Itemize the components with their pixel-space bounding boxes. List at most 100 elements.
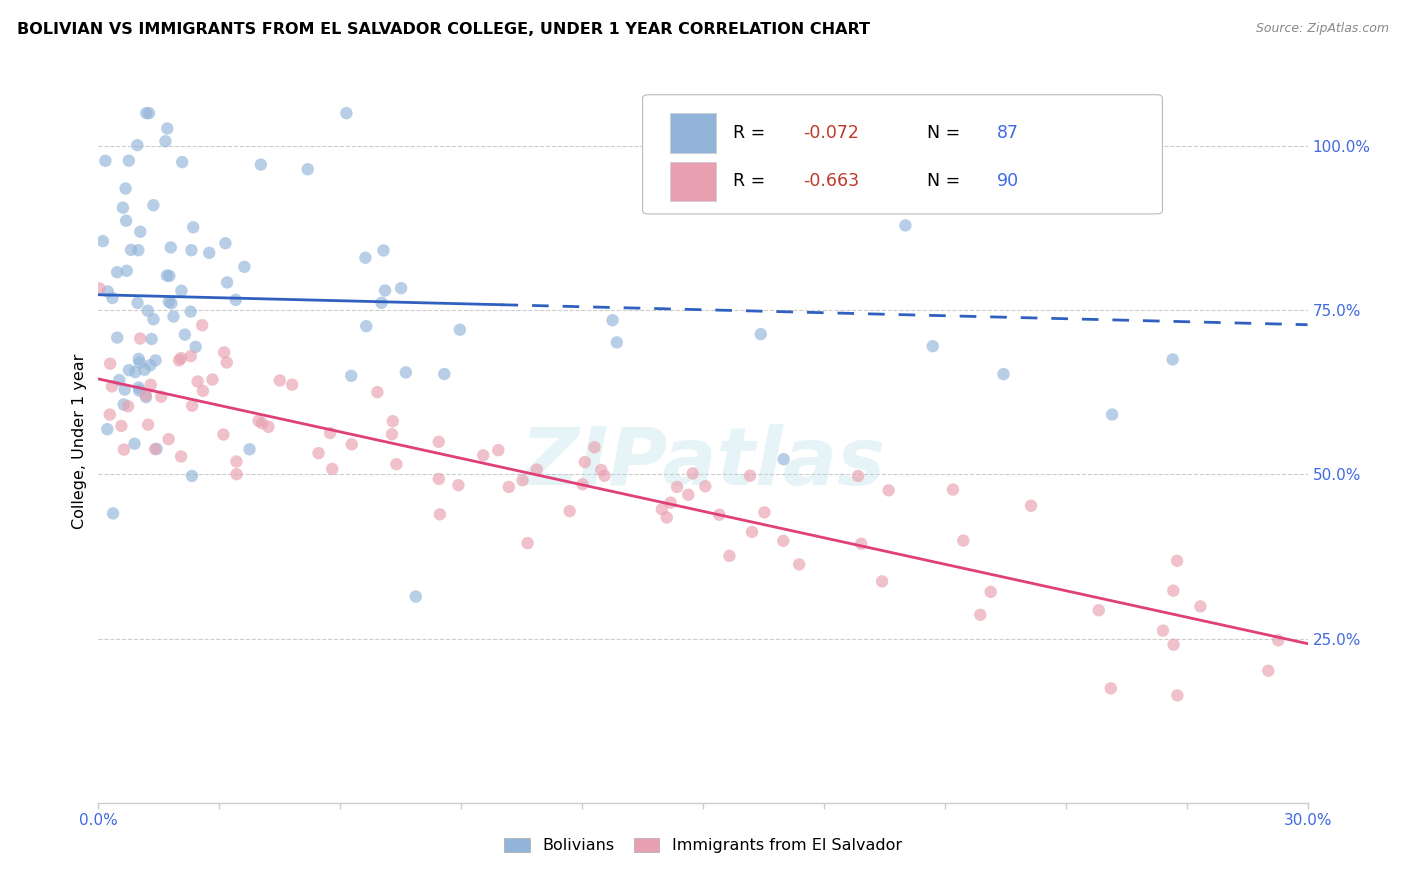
- Point: [370, 295, 392, 310]
- Point: [114, 181, 136, 195]
- Point: [167, 353, 190, 368]
- Point: [181, 399, 204, 413]
- Point: [993, 367, 1015, 381]
- Point: [1166, 554, 1188, 568]
- Point: [155, 134, 177, 148]
- Point: [1163, 638, 1185, 652]
- Point: [157, 268, 180, 283]
- Point: [870, 574, 893, 589]
- Point: [308, 446, 330, 460]
- Point: [98, 408, 121, 422]
- Point: [695, 479, 717, 493]
- Point: [366, 385, 388, 400]
- Point: [718, 549, 741, 563]
- Point: [247, 414, 270, 428]
- Point: [655, 510, 678, 524]
- Point: [447, 478, 470, 492]
- Point: [94, 153, 117, 168]
- Point: [1152, 624, 1174, 638]
- Point: [96, 422, 118, 436]
- Point: [741, 524, 763, 539]
- Point: [162, 310, 184, 324]
- Text: 87: 87: [997, 124, 1019, 142]
- Point: [233, 260, 256, 274]
- Text: R =: R =: [734, 124, 770, 142]
- Point: [433, 367, 456, 381]
- Bar: [671, 113, 716, 153]
- Point: [666, 480, 689, 494]
- Point: [159, 240, 181, 254]
- Point: [651, 502, 673, 516]
- Point: [139, 377, 162, 392]
- Point: [134, 363, 156, 377]
- Point: [1189, 599, 1212, 614]
- Point: [139, 358, 162, 372]
- Point: [225, 293, 247, 307]
- Point: [354, 251, 377, 265]
- Point: [187, 375, 209, 389]
- Text: Source: ZipAtlas.com: Source: ZipAtlas.com: [1256, 22, 1389, 36]
- Point: [340, 368, 363, 383]
- Point: [787, 558, 810, 572]
- Point: [157, 294, 180, 309]
- Point: [921, 339, 943, 353]
- Point: [212, 427, 235, 442]
- Point: [117, 399, 139, 413]
- Point: [198, 245, 221, 260]
- Point: [143, 442, 166, 457]
- Point: [335, 106, 357, 120]
- Point: [101, 291, 124, 305]
- Point: [142, 198, 165, 212]
- Point: [191, 318, 214, 333]
- Point: [682, 467, 704, 481]
- Point: [180, 304, 202, 318]
- Point: [472, 448, 495, 462]
- Point: [257, 419, 280, 434]
- Point: [127, 296, 149, 310]
- Point: [846, 469, 869, 483]
- Point: [678, 488, 700, 502]
- Point: [427, 434, 450, 449]
- Point: [156, 268, 179, 283]
- Point: [201, 372, 224, 386]
- Point: [1163, 583, 1185, 598]
- Point: [395, 366, 418, 380]
- Bar: [671, 161, 716, 202]
- Point: [381, 427, 404, 442]
- Point: [124, 436, 146, 450]
- Text: R =: R =: [734, 172, 770, 190]
- Point: [129, 331, 152, 345]
- Point: [184, 340, 207, 354]
- Point: [118, 363, 141, 377]
- Point: [118, 153, 141, 168]
- Point: [571, 477, 593, 491]
- Point: [250, 417, 273, 431]
- Point: [969, 607, 991, 622]
- Point: [135, 106, 157, 120]
- Point: [602, 313, 624, 327]
- Text: ZIPatlas: ZIPatlas: [520, 425, 886, 502]
- Y-axis label: College, Under 1 year: College, Under 1 year: [72, 354, 87, 529]
- Point: [225, 454, 247, 468]
- Point: [127, 243, 149, 257]
- Point: [128, 355, 150, 369]
- Point: [180, 349, 202, 363]
- Point: [217, 276, 239, 290]
- Point: [214, 236, 236, 251]
- Point: [772, 533, 794, 548]
- Point: [128, 380, 150, 394]
- Point: [606, 335, 628, 350]
- Point: [516, 536, 538, 550]
- Point: [738, 468, 761, 483]
- Point: [321, 462, 343, 476]
- Point: [181, 220, 204, 235]
- Point: [995, 187, 1018, 202]
- Point: [136, 303, 159, 318]
- Point: [340, 437, 363, 451]
- Point: [558, 504, 581, 518]
- Point: [136, 417, 159, 432]
- Point: [101, 379, 124, 393]
- Point: [1019, 499, 1042, 513]
- Text: 90: 90: [997, 172, 1019, 190]
- FancyBboxPatch shape: [643, 95, 1163, 214]
